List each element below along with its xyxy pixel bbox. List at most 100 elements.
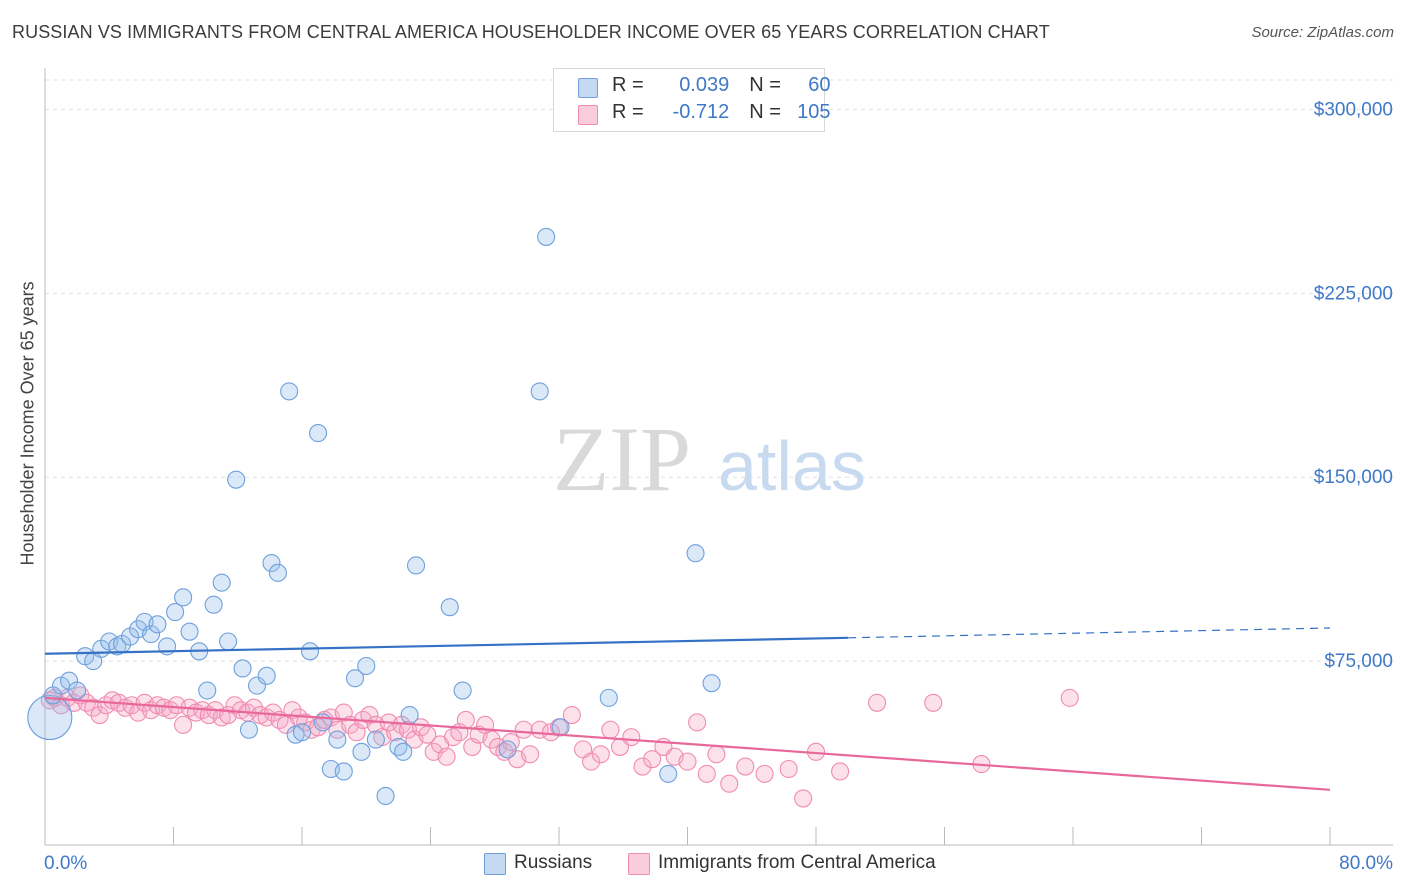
russians-point	[389, 737, 408, 756]
central-america-point	[456, 710, 475, 730]
bottom-legend-label: Immigrants from Central America	[658, 852, 936, 873]
russians-point	[440, 598, 459, 617]
trend-lines	[44, 627, 1331, 791]
russians-point	[686, 544, 705, 563]
russians-trend-extension	[848, 627, 1331, 639]
legend-swatch-pink	[578, 105, 598, 125]
x-tick-label: 0.0%	[44, 853, 87, 874]
central-america-point	[867, 693, 887, 712]
y-axis-label: Householder Income Over 65 years	[17, 281, 38, 566]
watermark-atlas: atlas	[718, 427, 866, 505]
russians-point	[406, 556, 426, 575]
bottom-legend-swatch-pink	[628, 853, 650, 875]
russians-point	[174, 588, 193, 607]
russians-point	[309, 424, 328, 443]
central-america-point	[601, 720, 620, 739]
central-america-trend-line	[44, 696, 1331, 791]
russians-point	[345, 669, 365, 688]
russians-point	[352, 742, 371, 761]
russians-point	[659, 764, 678, 783]
y-tick-label: $150,000	[1314, 467, 1393, 488]
central-america-point	[514, 720, 533, 739]
russians-point	[292, 723, 312, 742]
chart-source: Source: ZipAtlas.com	[1251, 24, 1394, 41]
russians-point	[257, 666, 276, 685]
central-america-point	[688, 713, 707, 732]
central-america-point	[755, 764, 774, 783]
russians-point	[239, 720, 259, 739]
central-america-point	[924, 693, 943, 712]
legend-n-label: N =	[749, 74, 787, 96]
central-america-point	[678, 752, 697, 771]
russians-point	[233, 659, 252, 678]
legend-swatch-blue	[578, 78, 598, 98]
russians-point	[148, 615, 167, 634]
bottom-legend-swatch-blue	[484, 853, 506, 875]
central-america-point	[779, 759, 798, 779]
y-tick-label: $225,000	[1314, 283, 1393, 304]
russians-point	[227, 470, 246, 489]
legend-r-value: 0.039	[679, 74, 730, 96]
russians-point	[219, 632, 238, 651]
central-america-point	[90, 705, 109, 725]
russians-point	[300, 642, 320, 661]
legend-r-value: -0.712	[672, 101, 730, 123]
correlation-legend: R = 0.039 N = 60 R = -0.712 N = 105	[553, 68, 831, 132]
central-america-point	[794, 789, 813, 808]
y-tick-label: $75,000	[1324, 651, 1393, 672]
russians-point	[366, 730, 385, 749]
central-america-point	[720, 774, 739, 793]
tick-labels: $75,000 $150,000 $225,000 $300,000 0.0% 80.0%	[44, 99, 1393, 874]
russians-point	[280, 382, 299, 401]
russians-point	[453, 681, 472, 700]
legend-n-label: N =	[749, 101, 787, 123]
central-america-point	[1060, 688, 1079, 707]
axes	[44, 68, 1393, 846]
chart-title: RUSSIAN VS IMMIGRANTS FROM CENTRAL AMERI…	[12, 22, 1050, 42]
central-america-point	[562, 705, 581, 725]
legend-n-value: 60	[808, 74, 831, 96]
x-tick-label: 80.0%	[1339, 853, 1393, 874]
central-america-point	[622, 728, 641, 747]
russians-point	[180, 622, 199, 641]
central-america-point	[736, 757, 755, 776]
russians-point	[198, 681, 217, 700]
russians-point	[212, 573, 231, 592]
bottom-legend-label: Russians	[514, 852, 593, 873]
central-america-point	[582, 752, 601, 771]
series-central-america-points	[40, 686, 1079, 808]
russians-point	[262, 553, 281, 573]
central-america-point	[521, 745, 540, 764]
central-america-point	[707, 745, 726, 764]
russians-point	[357, 656, 376, 676]
central-america-point	[482, 730, 501, 749]
russians-point	[247, 676, 267, 695]
central-america-point	[697, 764, 716, 783]
central-america-point	[174, 715, 193, 734]
y-tick-label: $300,000	[1314, 99, 1393, 120]
russians-point	[268, 563, 287, 582]
russians-point	[376, 786, 395, 806]
russians-point	[166, 603, 185, 622]
grid-lines	[45, 79, 1393, 662]
central-america-point	[591, 745, 610, 764]
central-america-point	[643, 750, 662, 769]
series-russians-points	[27, 227, 721, 806]
russians-point	[394, 742, 413, 761]
central-america-point	[437, 747, 456, 766]
russians-point	[702, 674, 721, 693]
russians-point	[328, 730, 347, 749]
russians-point	[498, 740, 517, 759]
watermark-zip: ZIP	[553, 408, 691, 510]
russians-point	[108, 637, 127, 656]
russians-point	[141, 625, 161, 644]
russians-trend-line	[44, 636, 849, 655]
central-america-point	[411, 718, 430, 737]
legend-n-value: 105	[797, 101, 831, 123]
russians-point	[334, 762, 353, 781]
central-america-point	[360, 705, 379, 725]
legend-r-label: R =	[612, 101, 650, 123]
russians-point	[68, 681, 87, 700]
watermark: ZIP atlas	[553, 408, 866, 510]
